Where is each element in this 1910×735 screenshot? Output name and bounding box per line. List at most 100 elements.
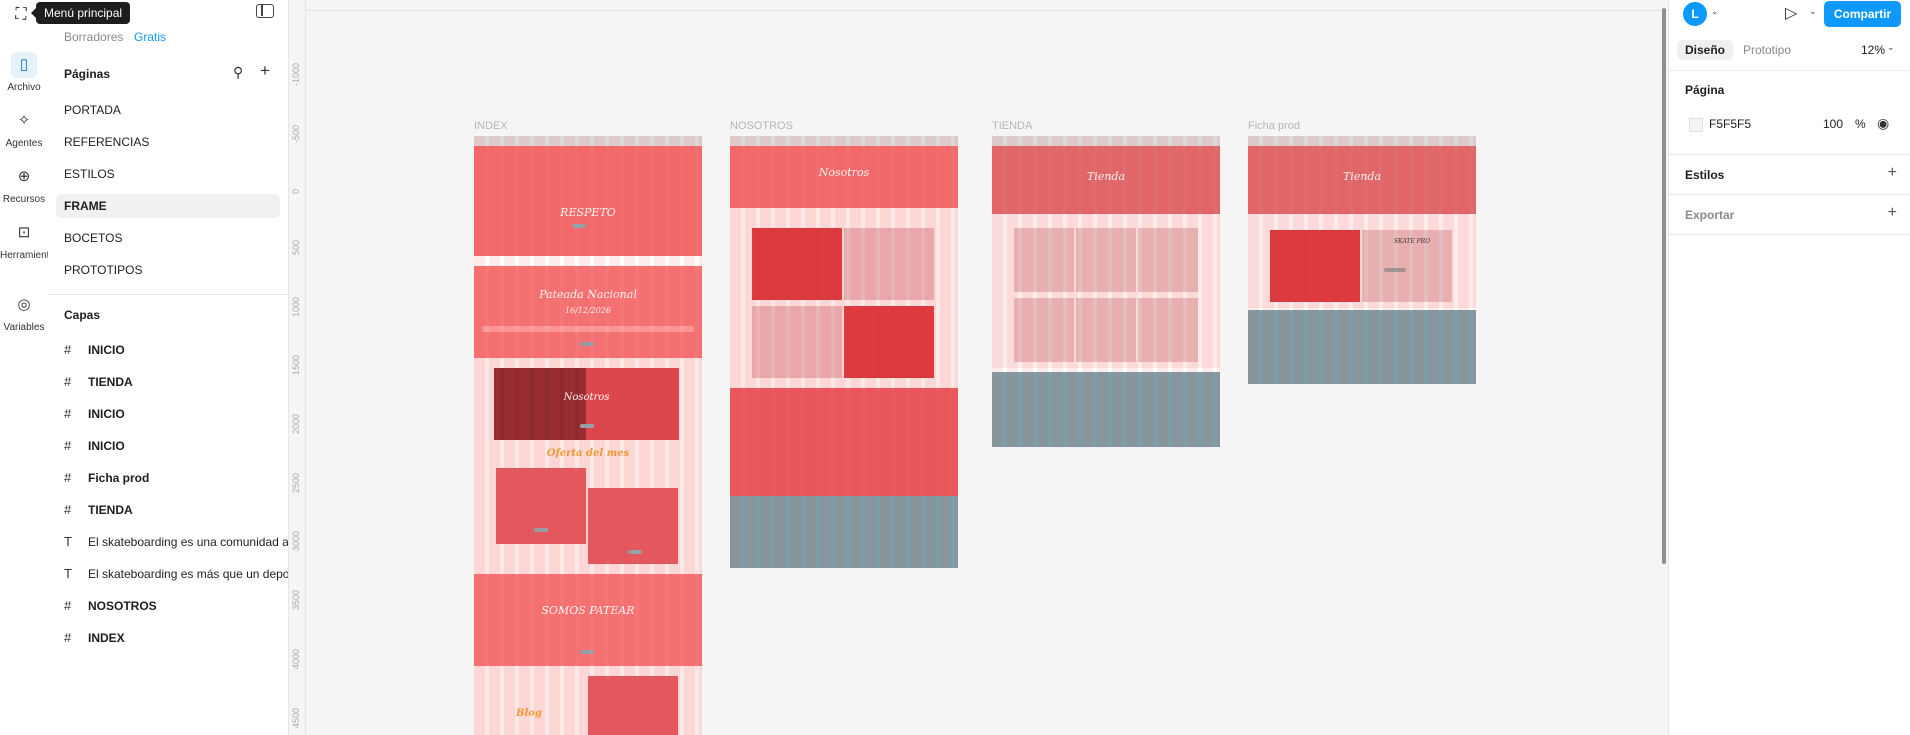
frame-label-index[interactable]: INDEX: [474, 120, 508, 132]
layer-item[interactable]: # INICIO: [56, 338, 288, 362]
chevron-down-icon[interactable]: ⌄: [1809, 6, 1817, 16]
toolbox-icon: ⊡: [17, 224, 31, 241]
layer-item[interactable]: # TIENDA: [56, 370, 288, 394]
share-button[interactable]: Compartir: [1824, 1, 1901, 27]
frame-nav: [992, 136, 1220, 146]
index-hero-text: RESPETO: [560, 206, 616, 219]
ruler-top: [289, 0, 1668, 11]
index-offer-title: Oferta del mes: [546, 448, 630, 459]
styles-section: Estilos +: [1669, 155, 1910, 195]
rail-agentes[interactable]: ✧ Agentes: [0, 108, 48, 149]
frame-index[interactable]: RESPETO Pateada Nacional 16/12/2026 Noso…: [474, 136, 702, 735]
plan-badge[interactable]: Gratis: [134, 30, 167, 44]
frame-tienda[interactable]: Tienda: [992, 136, 1220, 447]
tab-diseno[interactable]: Diseño: [1677, 40, 1734, 60]
page-opacity-field[interactable]: 100: [1823, 117, 1844, 131]
plus-circle-icon: ⊕: [17, 168, 31, 185]
left-panel: Borradores Gratis Páginas ⚲ + PORTADA RE…: [48, 0, 289, 735]
pages-title: Páginas: [64, 67, 111, 81]
index-about-title: Nosotros: [563, 392, 610, 403]
drafts-link[interactable]: Borradores: [64, 30, 124, 44]
frame-label-ficha[interactable]: Ficha prod: [1248, 120, 1300, 132]
layers-title: Capas: [64, 308, 101, 322]
layer-item[interactable]: # NOSOTROS: [56, 594, 288, 618]
percent-label: %: [1855, 117, 1866, 131]
panel-toggle-icon[interactable]: [256, 4, 274, 18]
ruler-tick: -500: [291, 124, 301, 143]
add-export-icon[interactable]: +: [1887, 204, 1897, 221]
layer-item[interactable]: # INICIO: [56, 402, 288, 426]
rail-archivo[interactable]: ▯ Archivo: [0, 52, 48, 93]
canvas[interactable]: -1000 -500 0 500 1000 1500 2000 2500 300…: [289, 0, 1668, 735]
rail-recursos[interactable]: ⊕ Recursos: [0, 164, 48, 205]
ruler-tick: 0: [291, 188, 301, 194]
frame-icon: #: [64, 342, 72, 357]
page-color-field[interactable]: F5F5F5: [1709, 117, 1752, 131]
frame-icon: #: [64, 374, 72, 389]
frame-nav: [474, 136, 702, 146]
page-section-title: Página: [1685, 83, 1725, 97]
search-icon[interactable]: ⚲: [233, 64, 244, 80]
ficha-hero-text: Tienda: [1342, 170, 1382, 183]
nosotros-hero-text: Nosotros: [818, 166, 870, 179]
page-item-estilos[interactable]: ESTILOS: [64, 167, 115, 181]
layer-item[interactable]: # INDEX: [56, 626, 288, 650]
ficha-product-title: SKATE PRO: [1394, 238, 1431, 245]
tab-row: Diseño Prototipo 12% ⌄: [1669, 32, 1910, 71]
ruler-tick: -1000: [291, 62, 301, 86]
zoom-dropdown[interactable]: 12%: [1861, 43, 1886, 57]
divider: [48, 294, 288, 295]
text-icon: T: [64, 534, 72, 549]
export-title: Exportar: [1685, 208, 1735, 222]
frame-label-tienda[interactable]: TIENDA: [992, 120, 1033, 132]
frame-ficha-prod[interactable]: Tienda SKATE PRO: [1248, 136, 1476, 384]
page-color-swatch[interactable]: [1689, 118, 1703, 132]
ruler-tick: 500: [291, 239, 301, 255]
add-style-icon[interactable]: +: [1887, 164, 1897, 181]
layer-item[interactable]: T El skateboarding es una comunidad ap: [56, 530, 288, 554]
page-item-bocetos[interactable]: BOCETOS: [64, 231, 123, 245]
present-play-icon[interactable]: ▷: [1785, 5, 1798, 22]
right-panel: L ⌄ ▷ ⌄ Compartir Diseño Prototipo 12% ⌄…: [1668, 0, 1910, 735]
layer-item[interactable]: # INICIO: [56, 434, 288, 458]
index-blog-title: Blog: [516, 708, 542, 719]
frame-label-nosotros[interactable]: NOSOTROS: [730, 120, 793, 132]
variables-icon: ◎: [17, 296, 31, 313]
frame-nav: [730, 136, 958, 146]
frame-nosotros[interactable]: Nosotros: [730, 136, 958, 568]
ruler-tick: 4500: [291, 707, 301, 728]
styles-title: Estilos: [1685, 168, 1725, 182]
tienda-hero-text: Tienda: [1086, 170, 1126, 183]
chevron-down-icon[interactable]: ⌄: [1711, 6, 1719, 16]
avatar[interactable]: L: [1683, 2, 1707, 26]
layer-item[interactable]: # Ficha prod: [56, 466, 288, 490]
chevron-down-icon[interactable]: ⌄: [1887, 42, 1895, 52]
page-item-referencias[interactable]: REFERENCIAS: [64, 135, 150, 149]
frame-nav: [1248, 136, 1476, 146]
canvas-scrollbar[interactable]: [1662, 8, 1666, 564]
ruler-tick: 2500: [291, 472, 301, 493]
eye-icon[interactable]: ◉: [1877, 115, 1890, 131]
main-menu-tooltip: Menú principal: [30, 2, 131, 24]
add-page-icon[interactable]: +: [260, 61, 270, 80]
ruler-tick: 2000: [291, 413, 301, 434]
page-item-prototipos[interactable]: PROTOTIPOS: [64, 263, 143, 277]
page-section: Página F5F5F5 100 % ◉: [1669, 71, 1910, 155]
ruler-left: -1000 -500 0 500 1000 1500 2000 2500 300…: [289, 0, 306, 735]
ruler-tick: 4000: [291, 648, 301, 669]
text-icon: T: [64, 566, 72, 581]
layer-item[interactable]: # TIENDA: [56, 498, 288, 522]
frame-icon: #: [64, 470, 72, 485]
frame-icon: #: [64, 598, 72, 613]
page-item-frame[interactable]: FRAME: [56, 194, 280, 218]
layer-item[interactable]: T El skateboarding es más que un depor: [56, 562, 288, 586]
rail-variables[interactable]: ◎ Variables: [0, 292, 48, 333]
left-rail: ⛶ ▯ Archivo ✧ Agentes ⊕ Recursos ⊡ Herra…: [0, 0, 49, 735]
figma-logo-icon[interactable]: ⛶: [15, 6, 27, 23]
tab-prototipo[interactable]: Prototipo: [1743, 43, 1792, 57]
export-section: Exportar +: [1669, 195, 1910, 235]
frame-icon: #: [64, 630, 72, 645]
page-item-portada[interactable]: PORTADA: [64, 103, 121, 117]
rail-herramientas[interactable]: ⊡ Herramientas: [0, 220, 48, 261]
index-event-date: 16/12/2026: [564, 306, 612, 315]
